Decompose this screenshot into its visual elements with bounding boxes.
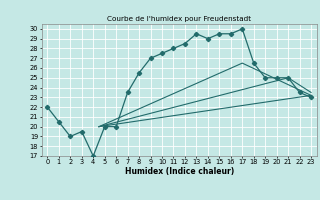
Title: Courbe de l'humidex pour Freudenstadt: Courbe de l'humidex pour Freudenstadt	[107, 16, 251, 22]
X-axis label: Humidex (Indice chaleur): Humidex (Indice chaleur)	[124, 167, 234, 176]
